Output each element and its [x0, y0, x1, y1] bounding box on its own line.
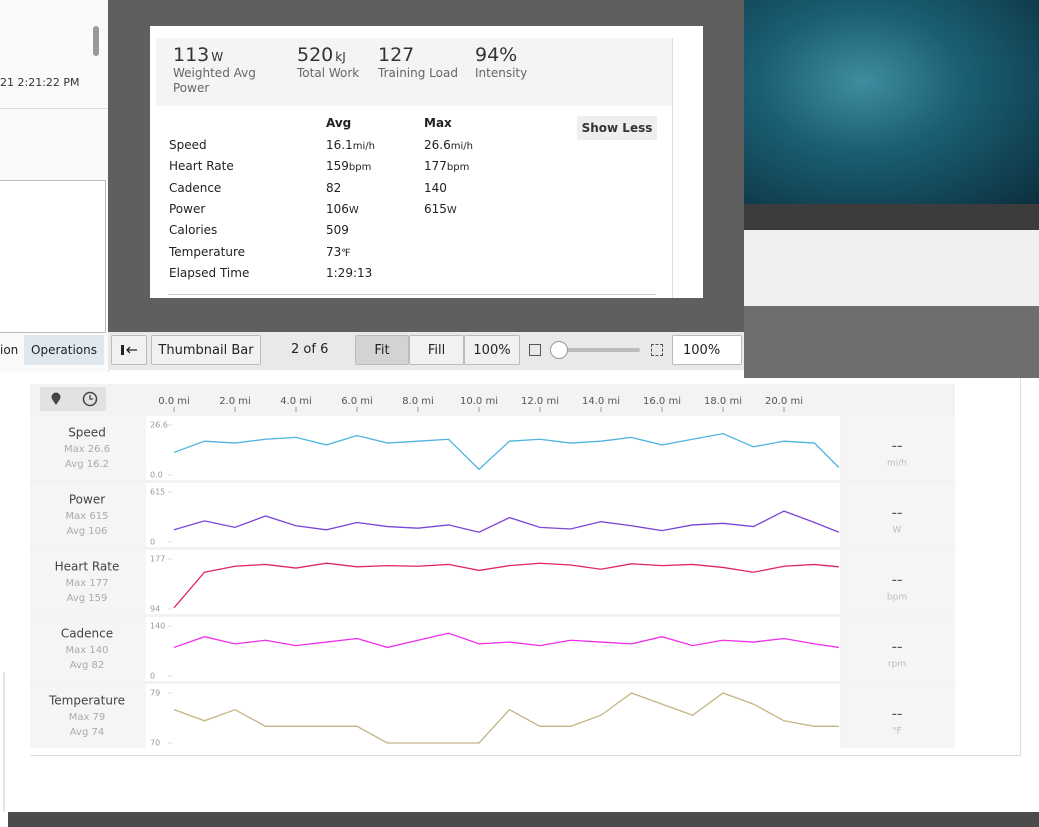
unit: W: [348, 204, 359, 216]
value: 106: [326, 201, 349, 216]
summary-unit: W: [211, 50, 224, 64]
summary-value-line: 94%: [475, 44, 565, 66]
zoom-in-icon[interactable]: [651, 344, 663, 356]
row-label: Heart Rate: [169, 159, 234, 174]
row-label: Elapsed Time: [169, 265, 250, 280]
summary-value: 127: [378, 44, 415, 66]
cell-max: 26.6mi/h: [424, 138, 473, 152]
image-caption-bar: [744, 204, 1039, 230]
summary-value-line: 520 kJ: [297, 44, 387, 66]
scrollbar: [93, 26, 99, 56]
row-label: Cadence: [169, 180, 222, 195]
value: 1:29:13: [326, 265, 373, 280]
cell-avg: 509: [326, 223, 349, 237]
bottom-rule: [168, 294, 656, 295]
unit: ℉: [341, 247, 351, 259]
cell-avg: 16.1mi/h: [326, 138, 375, 152]
bottom-bar: [8, 812, 1039, 827]
value: 177: [424, 159, 447, 174]
row-label: Calories: [169, 223, 218, 238]
cell-avg: 1:29:13: [326, 266, 372, 280]
viewer-image: 113 W Weighted Avg Power 520 kJ Total Work 127…: [150, 26, 703, 298]
zoom-out-icon[interactable]: [529, 344, 541, 356]
summary-label: Intensity: [475, 66, 528, 80]
summary-label: Total Work: [297, 66, 360, 80]
position-label: 2 of 6: [291, 342, 329, 357]
gray-area: [744, 306, 1039, 378]
value: 26.6: [424, 138, 451, 152]
cell-max: 177bpm: [424, 159, 469, 173]
cell-avg: 82: [326, 181, 341, 195]
summary-item: 520 kJ Total Work: [297, 44, 387, 81]
summary-value: 520: [297, 44, 334, 66]
left-panel: 21 2:21:22 PM ion Operations: [0, 0, 109, 372]
row-label: Speed: [169, 138, 207, 152]
unit: bpm: [446, 162, 470, 174]
fit-button[interactable]: Fit: [355, 335, 409, 365]
zoom-slider-track[interactable]: [558, 348, 640, 352]
timestamp: 21 2:21:22 PM: [0, 76, 80, 89]
column-header: Max: [424, 116, 452, 130]
summary-value: 94%: [475, 44, 518, 66]
summary-band: [156, 38, 673, 106]
value: 140: [424, 180, 447, 195]
value: 73: [326, 244, 342, 259]
divider: [0, 108, 108, 109]
unit: W: [446, 204, 457, 216]
value: 159: [326, 159, 349, 174]
cell-avg: 106W: [326, 202, 359, 216]
actual-size-button[interactable]: 100%: [464, 335, 520, 365]
cell-max: 140: [424, 181, 447, 195]
viewer-window: 113 W Weighted Avg Power 520 kJ Total Work 127…: [108, 0, 744, 370]
summary-label: Training Load: [378, 66, 458, 80]
summary-label: Weighted Avg Power: [173, 66, 256, 95]
value: 16.1: [326, 138, 353, 152]
summary-item: 113 W Weighted Avg Power: [173, 44, 263, 96]
unit: bpm: [348, 162, 372, 174]
row-label: Temperature: [169, 244, 246, 259]
zoom-slider-handle[interactable]: [550, 341, 568, 359]
tab[interactable]: ion: [0, 343, 19, 357]
summary-item: 127 Training Load: [378, 44, 468, 81]
cell-max: 615W: [424, 202, 457, 216]
value: 82: [326, 180, 342, 195]
fill-button[interactable]: Fill: [409, 335, 464, 365]
gray-area: [744, 230, 1039, 306]
thumbnail-bar-button[interactable]: Thumbnail Bar: [151, 335, 261, 365]
unit: mi/h: [352, 141, 375, 152]
chart-frame: [30, 378, 1021, 756]
right-rule: [672, 106, 673, 298]
text-box: [0, 180, 106, 333]
column-header: Avg: [326, 116, 352, 130]
zoom-spinbox[interactable]: 100%: [672, 335, 742, 365]
unit: mi/h: [450, 141, 473, 152]
first-button[interactable]: [111, 335, 147, 365]
summary-value-line: 127: [378, 44, 468, 66]
row-label: Power: [169, 201, 206, 216]
zoom-value: 100%: [683, 342, 721, 358]
value: 615: [424, 201, 447, 216]
value: 509: [326, 223, 349, 238]
tab[interactable]: Operations: [24, 335, 104, 365]
cell-avg: 73℉: [326, 245, 351, 259]
cell-avg: 159bpm: [326, 159, 371, 173]
summary-value: 113: [173, 44, 210, 66]
summary-value-line: 113 W: [173, 44, 263, 66]
summary-item: 94% Intensity: [475, 44, 565, 81]
ocean-image: [744, 0, 1039, 204]
summary-unit: kJ: [335, 50, 346, 64]
show-less-button[interactable]: Show Less: [577, 116, 657, 140]
first-icon: [121, 345, 137, 355]
